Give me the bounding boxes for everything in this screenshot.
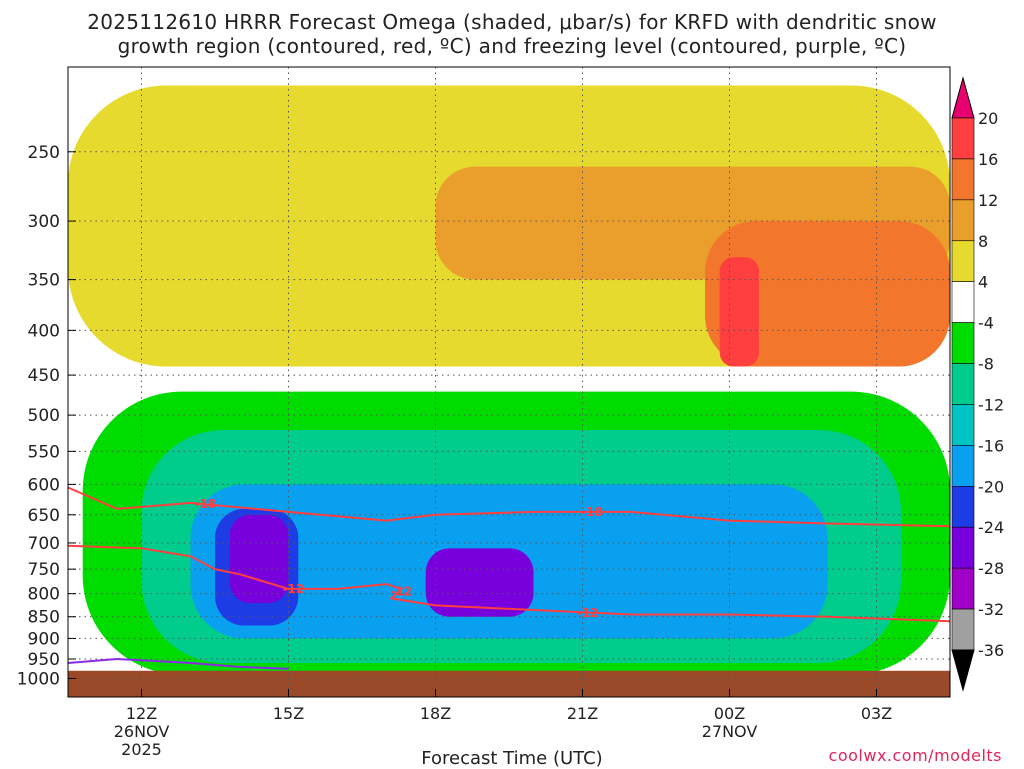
y-tick-label-650: 650 bbox=[28, 506, 60, 526]
colorbar-label-6: -8 bbox=[978, 355, 994, 374]
y-axis: 2503003504004505005506006507007508008509… bbox=[17, 143, 76, 689]
colorbar-bin-2 bbox=[951, 158, 975, 201]
colorbar-bin-3 bbox=[951, 199, 975, 242]
colorbar-bin-10 bbox=[951, 486, 975, 528]
dgz-contour-0 bbox=[67, 486, 951, 528]
dgz-contour-label-e: -12 bbox=[577, 606, 599, 620]
colorbar-bin-8 bbox=[951, 404, 975, 446]
colorbar-bin-4 bbox=[951, 240, 975, 282]
chart-title-line-1: 2025112610 HRRR Forecast Omega (shaded, … bbox=[87, 10, 937, 34]
colorbar-bin-1 bbox=[951, 117, 975, 160]
y-tick-label-350: 350 bbox=[28, 271, 60, 291]
colorbar-label-5: -4 bbox=[978, 314, 994, 333]
omega-region-neg28-9 bbox=[425, 548, 534, 617]
y-tick-label-400: 400 bbox=[28, 321, 60, 341]
dgz-contour-label-a: -18 bbox=[194, 497, 216, 511]
site-credit-link[interactable]: coolwx.com/modelts bbox=[828, 746, 1002, 765]
colorbar-bin-12 bbox=[951, 567, 975, 610]
colorbar-bin-9 bbox=[951, 445, 975, 487]
colorbar-label-7: -12 bbox=[978, 395, 1004, 414]
omega-region-16-3 bbox=[719, 257, 759, 367]
y-tick-label-500: 500 bbox=[28, 406, 60, 426]
omega-colorbar: 20 16 12 8 4 -4 -8 -12 -16 -20 -24 -28 -32 -36 bbox=[951, 76, 1004, 692]
dgz-contour-1 bbox=[67, 544, 951, 623]
dgz-contour-label-c: -12 bbox=[283, 582, 305, 596]
x-tick-label-21-0: 21Z bbox=[567, 704, 598, 723]
plot-frame bbox=[67, 66, 951, 698]
y-tick-label-600: 600 bbox=[28, 475, 60, 495]
x-tick-label-27-0: 03Z bbox=[861, 704, 892, 723]
colorbar-label-9: -20 bbox=[978, 477, 1004, 496]
y-tick-label-550: 550 bbox=[28, 442, 60, 462]
y-tick-label-300: 300 bbox=[28, 212, 60, 232]
colorbar-top-arrow bbox=[951, 76, 975, 119]
omega-shading bbox=[68, 85, 950, 675]
colorbar-bin-6 bbox=[951, 322, 975, 364]
x-tick-label-12-1: 26NOV bbox=[114, 722, 170, 741]
y-tick-label-950: 950 bbox=[28, 650, 60, 670]
y-tick-label-800: 800 bbox=[28, 585, 60, 605]
colorbar-label-10: -24 bbox=[978, 518, 1004, 537]
x-tick-label-24-1: 27NOV bbox=[702, 722, 758, 741]
terrain-fill bbox=[68, 670, 950, 697]
colorbar-label-11: -28 bbox=[978, 559, 1004, 578]
x-tick-label-18-0: 18Z bbox=[420, 704, 451, 723]
dgz-contour-label-b: -18 bbox=[581, 505, 603, 519]
colorbar-bin-7 bbox=[951, 363, 975, 405]
colorbar-label-12: -32 bbox=[978, 600, 1004, 619]
y-tick-label-900: 900 bbox=[28, 629, 60, 649]
x-tick-label-12-0: 12Z bbox=[126, 704, 157, 723]
y-tick-label-1000: 1000 bbox=[17, 669, 60, 689]
y-tick-label-700: 700 bbox=[28, 534, 60, 554]
freezing-contour-0 bbox=[67, 657, 289, 670]
colorbar-bin-13 bbox=[951, 608, 975, 651]
y-tick-label-750: 750 bbox=[28, 560, 60, 580]
y-tick-label-850: 850 bbox=[28, 608, 60, 628]
colorbar-label-4: 4 bbox=[978, 273, 988, 292]
x-tick-label-24-0: 00Z bbox=[714, 704, 745, 723]
colorbar-label-3: 8 bbox=[978, 232, 988, 251]
colorbar-label-2: 12 bbox=[978, 191, 998, 210]
grid-layer bbox=[68, 67, 950, 697]
x-tick-label-15-0: 15Z bbox=[273, 704, 304, 723]
colorbar-bin-11 bbox=[951, 526, 975, 569]
colorbar-label-8: -16 bbox=[978, 436, 1004, 455]
chart-title-line-2: growth region (contoured, red, ºC) and f… bbox=[117, 34, 907, 58]
colorbar-bin-5 bbox=[951, 281, 975, 323]
omega-region-neg28-8 bbox=[229, 514, 289, 604]
terrain-layer bbox=[68, 670, 950, 697]
colorbar-label-1: 16 bbox=[978, 150, 998, 169]
y-tick-label-250: 250 bbox=[28, 143, 60, 163]
colorbar-label-13: -36 bbox=[978, 641, 1004, 660]
x-axis-title: Forecast Time (UTC) bbox=[421, 748, 603, 769]
colorbar-label-0: 20 bbox=[978, 109, 998, 128]
y-tick-label-450: 450 bbox=[28, 366, 60, 386]
contour-layer: -18 -18 -12 -12 -12 bbox=[67, 486, 951, 670]
colorbar-bottom-arrow bbox=[951, 649, 975, 692]
dgz-contour-label-d: -12 bbox=[390, 584, 412, 598]
x-tick-label-12-2: 2025 bbox=[121, 740, 162, 759]
